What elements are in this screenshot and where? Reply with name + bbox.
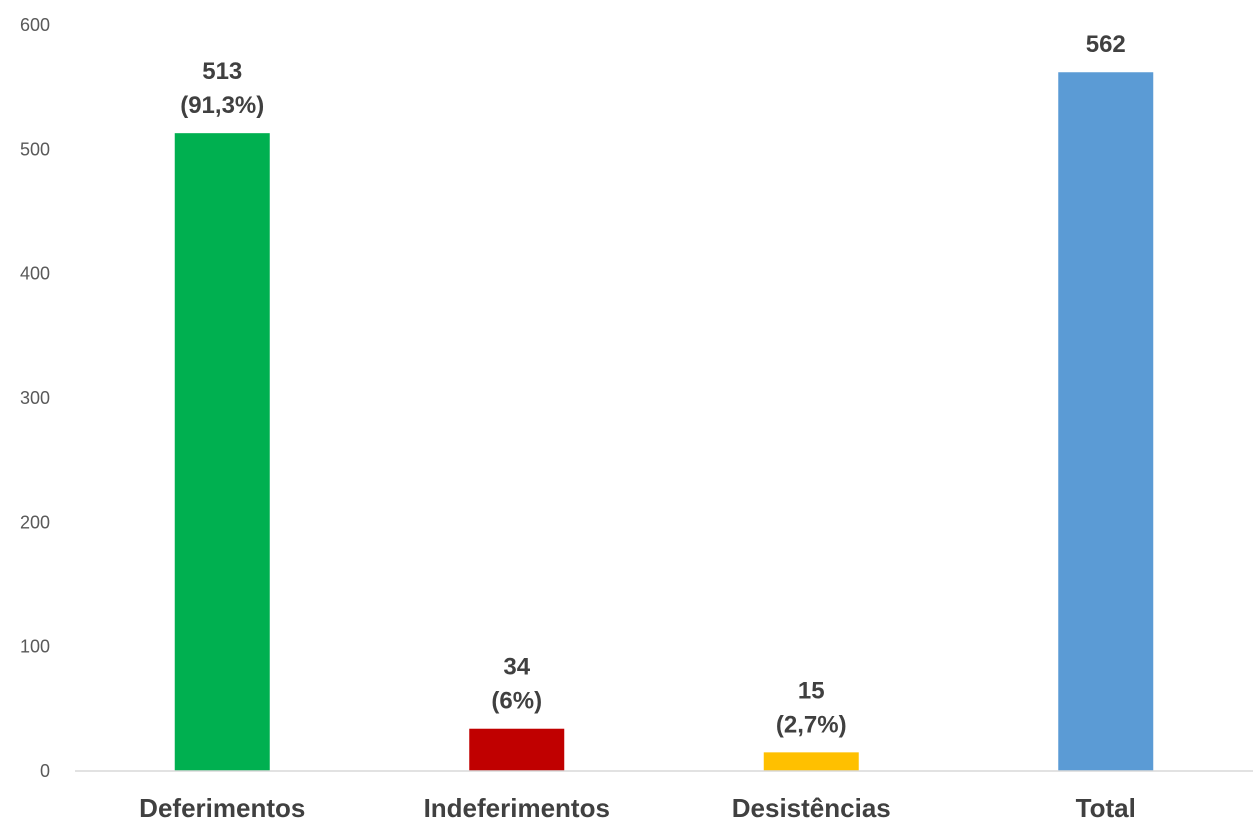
x-axis: Deferimentos Indeferimentos Desistências To… bbox=[139, 793, 1136, 823]
bars-group bbox=[174, 72, 1154, 772]
y-tick-label: 500 bbox=[20, 139, 50, 159]
y-tick-label: 400 bbox=[20, 264, 50, 284]
y-axis: 0 100 200 300 400 500 600 bbox=[20, 15, 50, 781]
y-tick-label: 200 bbox=[20, 512, 50, 532]
data-labels-group: 513 (91,3%) 34 (6%) 15 (2,7%) 562 bbox=[180, 31, 1126, 738]
x-tick-label: Deferimentos bbox=[139, 793, 305, 823]
bar-indeferimentos bbox=[469, 728, 565, 771]
x-tick-label: Desistências bbox=[732, 793, 891, 823]
data-label: 513 bbox=[202, 58, 242, 85]
y-tick-label: 600 bbox=[20, 15, 50, 35]
y-tick-label: 300 bbox=[20, 388, 50, 408]
data-label: (6%) bbox=[491, 688, 542, 715]
x-tick-label: Indeferimentos bbox=[424, 793, 610, 823]
data-label: 15 bbox=[798, 677, 825, 704]
data-label: 562 bbox=[1086, 31, 1126, 58]
data-label: (91,3%) bbox=[180, 92, 264, 119]
data-label: (2,7%) bbox=[776, 711, 847, 738]
bar-desistências bbox=[763, 752, 859, 771]
x-tick-label: Total bbox=[1076, 793, 1136, 823]
bar-deferimentos bbox=[174, 133, 270, 772]
data-label: 34 bbox=[503, 654, 530, 681]
y-tick-label: 100 bbox=[20, 637, 50, 657]
bar-total bbox=[1058, 72, 1154, 772]
y-tick-label: 0 bbox=[40, 761, 50, 781]
